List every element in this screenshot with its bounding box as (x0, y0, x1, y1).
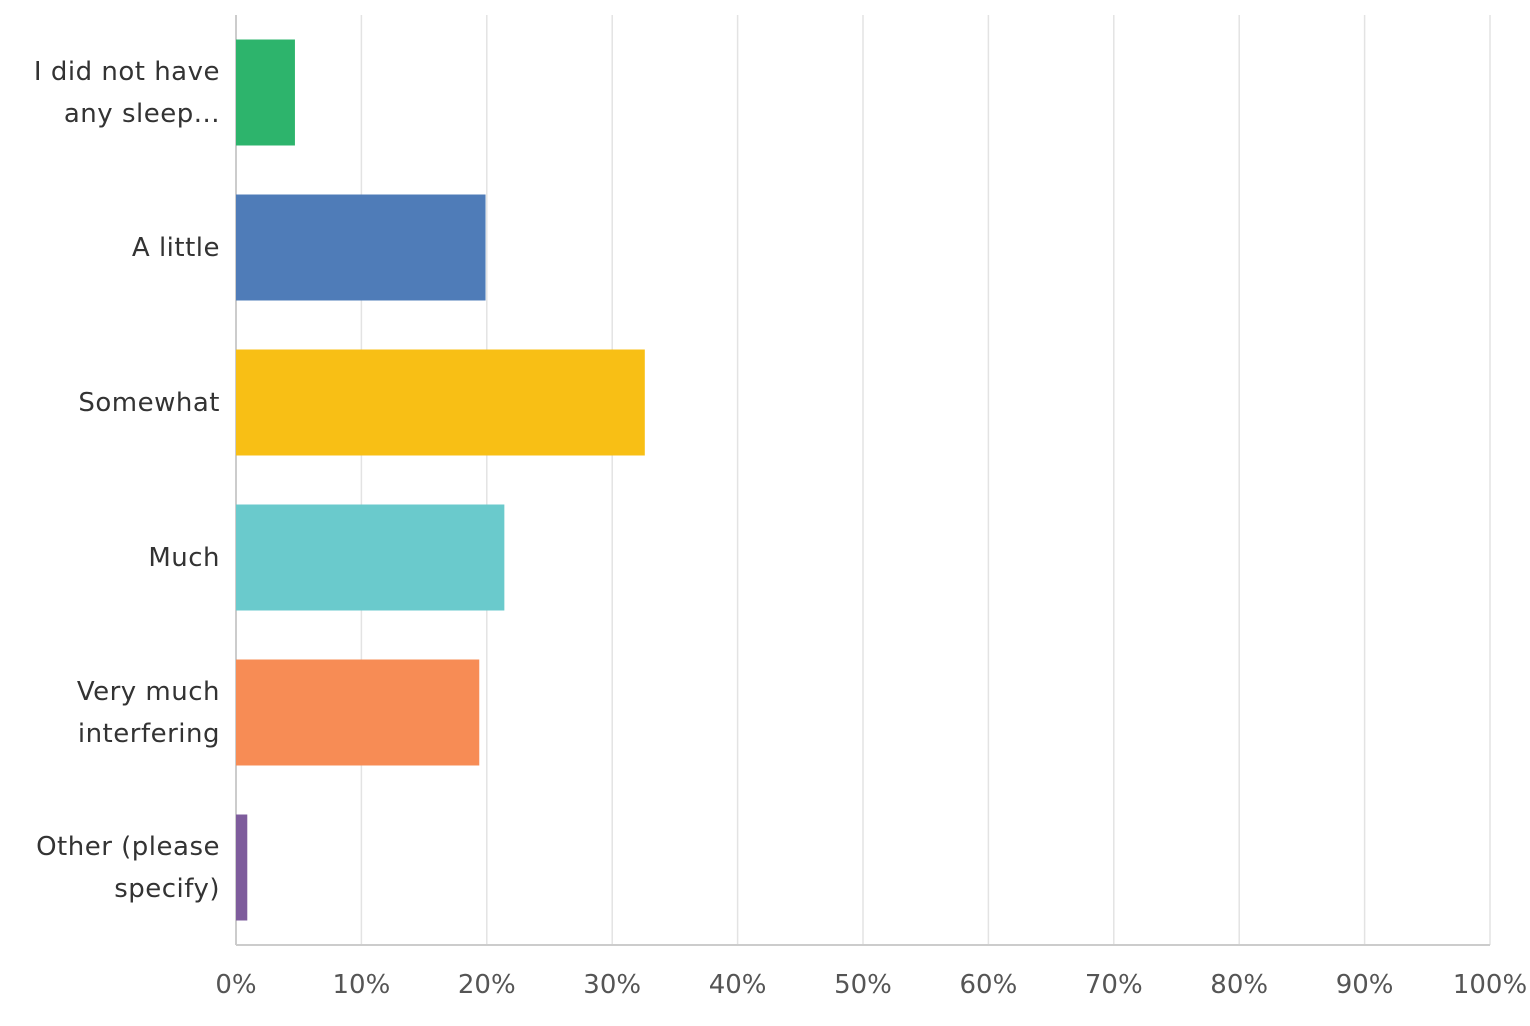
bar (236, 814, 248, 921)
bar (236, 504, 505, 611)
bar (236, 349, 645, 456)
x-tick-label: 20% (457, 970, 516, 1000)
x-tick-label: 0% (215, 970, 257, 1000)
y-tick-label: Other (please specify) (36, 831, 220, 904)
y-tick-label: A little (131, 232, 220, 263)
y-tick-label: Very much interfering (76, 676, 220, 749)
y-tick-label: Somewhat (78, 387, 220, 418)
x-tick-label: 80% (1210, 970, 1269, 1000)
x-tick-label: 40% (708, 970, 767, 1000)
x-tick-label: 10% (332, 970, 391, 1000)
y-tick-label: I did not have any sleep... (33, 56, 220, 129)
x-tick-label: 70% (1084, 970, 1143, 1000)
bar (236, 194, 486, 301)
y-tick-label: Much (148, 542, 220, 573)
bar (236, 659, 480, 766)
x-tick-label: 100% (1452, 970, 1528, 1000)
x-tick-label: 50% (834, 970, 892, 1000)
x-tick-label: 90% (1335, 970, 1394, 1000)
x-tick-label: 30% (583, 970, 642, 1000)
bar (236, 39, 295, 146)
x-tick-label: 60% (959, 970, 1018, 1000)
